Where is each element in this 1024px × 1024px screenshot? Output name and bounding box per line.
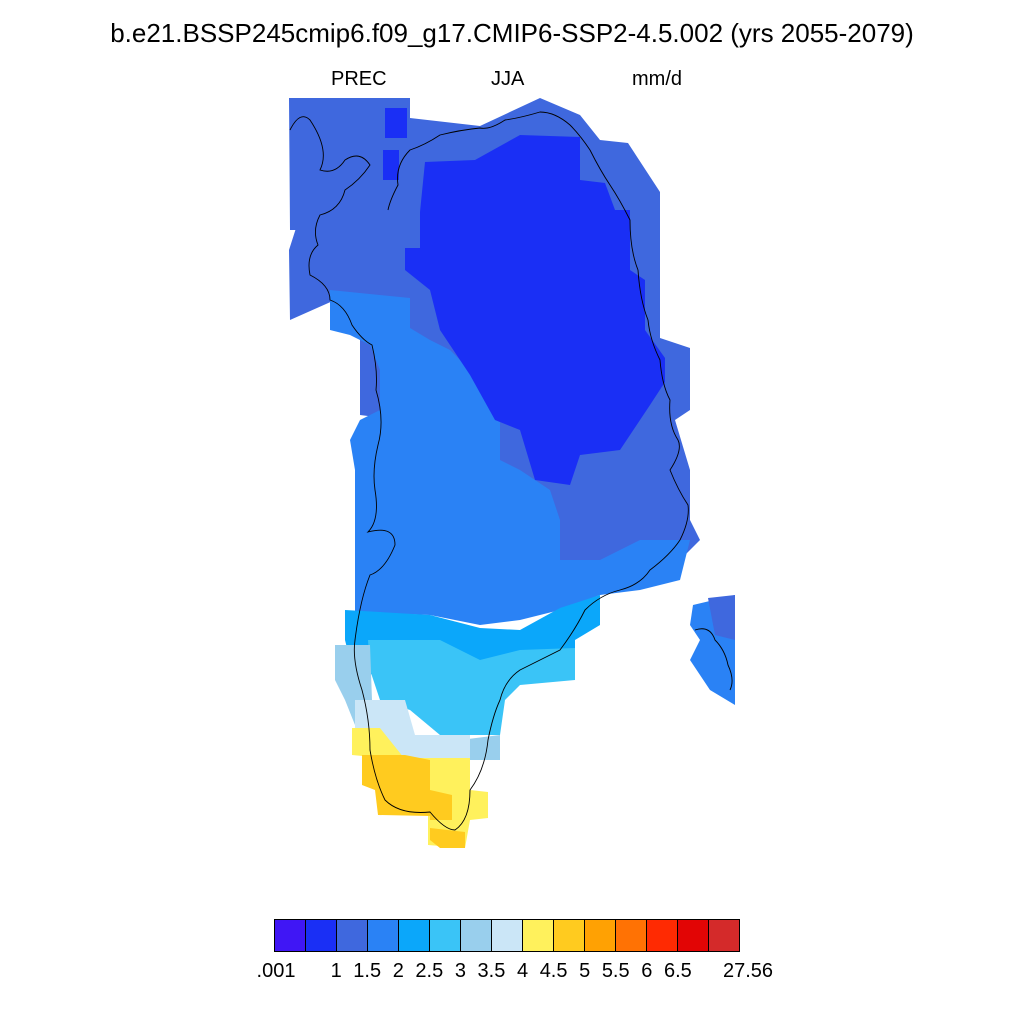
colorbar-swatch [523, 920, 554, 951]
region-south-verypale [355, 700, 470, 765]
colorbar-swatch [430, 920, 461, 951]
cell-nw-notch-2 [383, 150, 399, 180]
colorbar-swatch [368, 920, 399, 951]
colorbar-swatch [616, 920, 647, 951]
colorbar-tick-label: 2 [392, 960, 404, 982]
colorbar-tick-label: 3 [454, 960, 466, 982]
region-tip-gold [362, 755, 465, 848]
colorbar-tick-label: 5 [579, 960, 591, 982]
colorbar-swatch [709, 920, 739, 951]
colorbar-swatch [461, 920, 492, 951]
colorbar-tick-label: 6 [641, 960, 653, 982]
colorbar-tick-label: 5.5 [601, 960, 630, 982]
season-label: JJA [491, 68, 525, 90]
units-label: mm/d [632, 68, 682, 90]
coastline [289, 111, 733, 831]
colorbar-swatch [554, 920, 585, 951]
colorbar-swatch [585, 920, 616, 951]
colorbar-swatch [337, 920, 368, 951]
variable-label: PREC [331, 68, 387, 90]
precip-grid [289, 98, 735, 848]
colorbar-labels: .001 1 1.5 2 2.5 3 3.5 4 4.5 5 5.5 6 6.5 27.56 [0, 960, 1024, 986]
colorbar [274, 919, 740, 952]
colorbar-tick-label: 4.5 [539, 960, 568, 982]
colorbar-tick-label: .001 [256, 960, 296, 982]
colorbar-tick-label: 6.5 [663, 960, 692, 982]
colorbar-tick-label: 27.56 [722, 960, 774, 982]
colorbar-swatch [492, 920, 523, 951]
colorbar-swatch [647, 920, 678, 951]
figure-title: b.e21.BSSP245cmip6.f09_g17.CMIP6-SSP2-4.… [110, 18, 914, 48]
region-interior-cells [405, 135, 665, 485]
colorbar-tick-label: 3.5 [477, 960, 506, 982]
colorbar-tick-label: 2.5 [415, 960, 444, 982]
colorbar-swatch [399, 920, 430, 951]
colorbar-swatch [275, 920, 306, 951]
region-south-skyblue [368, 640, 575, 735]
colorbar-tick-label: 4 [516, 960, 529, 982]
colorbar-tick-label: 1.5 [353, 960, 382, 982]
cell-nw-notch [385, 108, 407, 138]
region-mid-cells [330, 290, 690, 625]
region-east-island-inner [708, 595, 735, 640]
colorbar-swatch [678, 920, 709, 951]
colorbar-swatch [306, 920, 337, 951]
colorbar-tick-label: 1 [330, 960, 342, 982]
